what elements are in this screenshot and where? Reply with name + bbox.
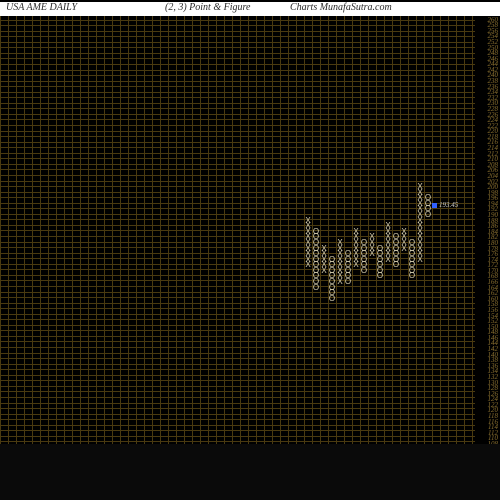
pf-o-cell: O [376,245,384,253]
ticker-title: USA AME DAILY [6,2,77,13]
pf-x-cell: X [304,217,312,225]
pf-o-cell: O [392,233,400,241]
last-price-marker: 193.45 [432,202,458,209]
pf-x-cell: X [400,228,408,236]
pf-x-cell: X [352,228,360,236]
marker-value: 193.45 [439,201,458,209]
pf-o-cell: O [408,239,416,247]
chart-header: USA AME DAILY (2, 3) Point & Figure Char… [0,2,500,16]
pnf-chart: USA AME DAILY (2, 3) Point & Figure Char… [0,0,500,500]
pf-o-cell: O [360,239,368,247]
pf-x-cell: X [320,245,328,253]
pf-o-cell: O [312,228,320,236]
bottom-band [0,444,500,500]
pf-o-cell: O [328,256,336,264]
pf-x-cell: X [336,239,344,247]
pf-x-cell: X [384,222,392,230]
pf-o-cell: O [424,194,432,202]
y-axis-labels: 2622602582562542522502482462442422402382… [476,14,498,444]
pf-o-cell: O [344,250,352,258]
marker-dot-icon [432,203,437,208]
pf-x-cell: X [416,183,424,191]
pf-x-cell: X [368,233,376,241]
chart-params: (2, 3) Point & Figure [165,2,250,13]
pnf-columns: XXXXXXXXXOOOOOOOOOOOXXXXXOOOOOOOOXXXXXXX… [0,14,475,444]
chart-source: Charts MunafaSutra.com [290,2,392,13]
